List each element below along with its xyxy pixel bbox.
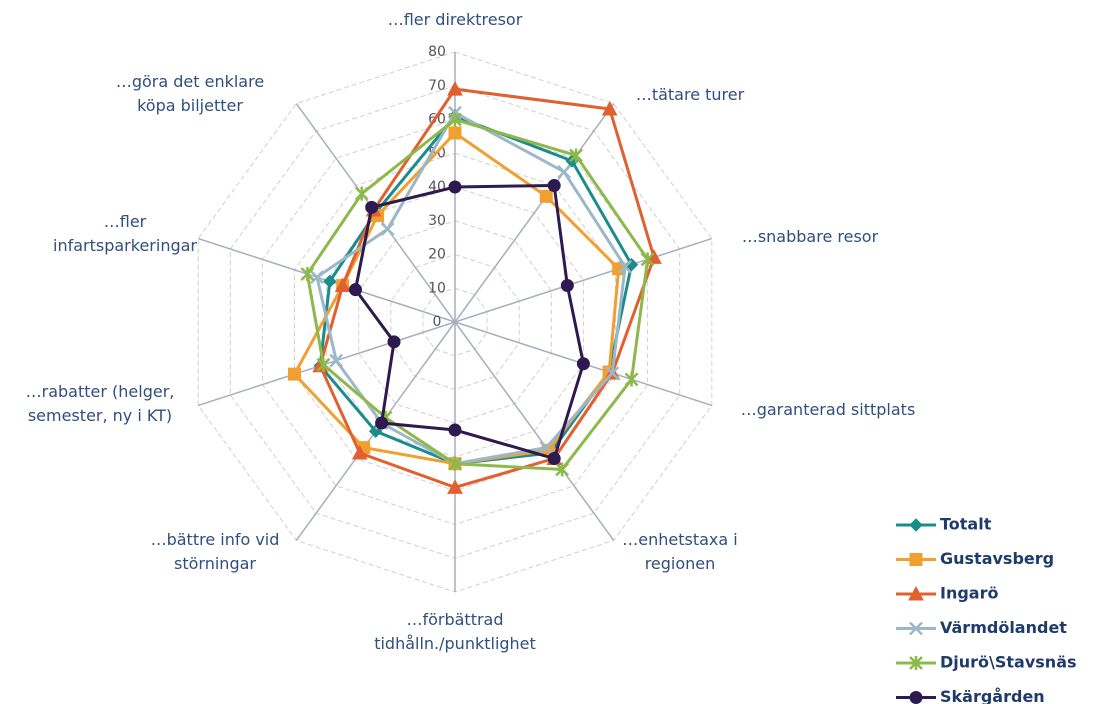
category-label: …tätare turer — [636, 85, 745, 104]
marker — [908, 585, 924, 601]
legend-label: Skärgården — [940, 687, 1045, 704]
spoke — [454, 103, 615, 323]
r-tick-label: 30 — [428, 213, 446, 229]
marker — [447, 479, 463, 494]
marker — [576, 357, 590, 371]
marker — [605, 366, 620, 380]
legend-label: Totalt — [940, 515, 992, 534]
r-tick-label: 20 — [428, 247, 446, 263]
spoke — [197, 321, 456, 407]
marker — [375, 416, 389, 430]
category-label: …bättre info vid störningar — [151, 530, 280, 573]
category-label: …rabatter (helger, semester, ny i KT) — [26, 382, 175, 425]
marker — [640, 252, 655, 267]
legend-label: Gustavsberg — [940, 549, 1054, 568]
marker — [323, 274, 337, 289]
marker — [909, 656, 923, 670]
marker — [329, 353, 344, 368]
marker — [300, 267, 315, 282]
marker — [909, 553, 923, 566]
series-line — [315, 110, 627, 466]
marker — [539, 440, 554, 455]
spoke — [454, 237, 713, 323]
r-tick-label: 80 — [428, 44, 446, 60]
r-tick-label: 0 — [433, 314, 442, 330]
category-label: …fler direktresor — [388, 10, 523, 29]
marker — [447, 81, 463, 96]
marker — [909, 518, 923, 532]
legend-label: Värmdölandet — [940, 618, 1067, 637]
marker — [288, 367, 302, 381]
marker — [618, 259, 633, 274]
marker — [539, 189, 553, 203]
marker — [547, 178, 561, 192]
marker — [348, 283, 362, 297]
marker — [448, 126, 462, 140]
marker — [310, 270, 324, 285]
category-label: …enhetstaxa i regionen — [622, 530, 737, 573]
r-tick-label: 10 — [428, 280, 446, 296]
marker — [909, 691, 923, 704]
marker — [560, 278, 574, 292]
marker — [316, 357, 331, 372]
marker — [334, 277, 351, 292]
category-label: …förbättrad tidhålln./punktlighet — [374, 610, 536, 653]
marker — [448, 456, 462, 471]
marker — [909, 621, 923, 636]
marker — [351, 445, 368, 460]
category-label: …göra det enklare köpa biljetter — [116, 72, 264, 115]
marker — [555, 462, 570, 477]
category-label: …garanterad sittplats — [741, 400, 916, 419]
legend-label: Ingarö — [940, 584, 998, 603]
marker — [448, 180, 462, 194]
marker — [601, 100, 618, 116]
marker — [387, 335, 401, 349]
marker — [448, 423, 462, 437]
r-tick-label: 70 — [428, 78, 446, 94]
spoke — [454, 321, 615, 541]
marker — [448, 112, 462, 127]
marker — [380, 222, 395, 237]
legend-label: Djurö\Stavsnäs — [940, 653, 1077, 672]
category-label: …fler infartsparkeringar — [53, 212, 197, 255]
category-label: …snabbare resor — [742, 227, 879, 246]
marker — [354, 186, 369, 201]
series-line — [318, 87, 656, 489]
marker — [624, 372, 639, 387]
marker — [547, 452, 561, 466]
marker — [365, 200, 379, 214]
marker — [569, 148, 583, 163]
marker — [557, 164, 571, 179]
